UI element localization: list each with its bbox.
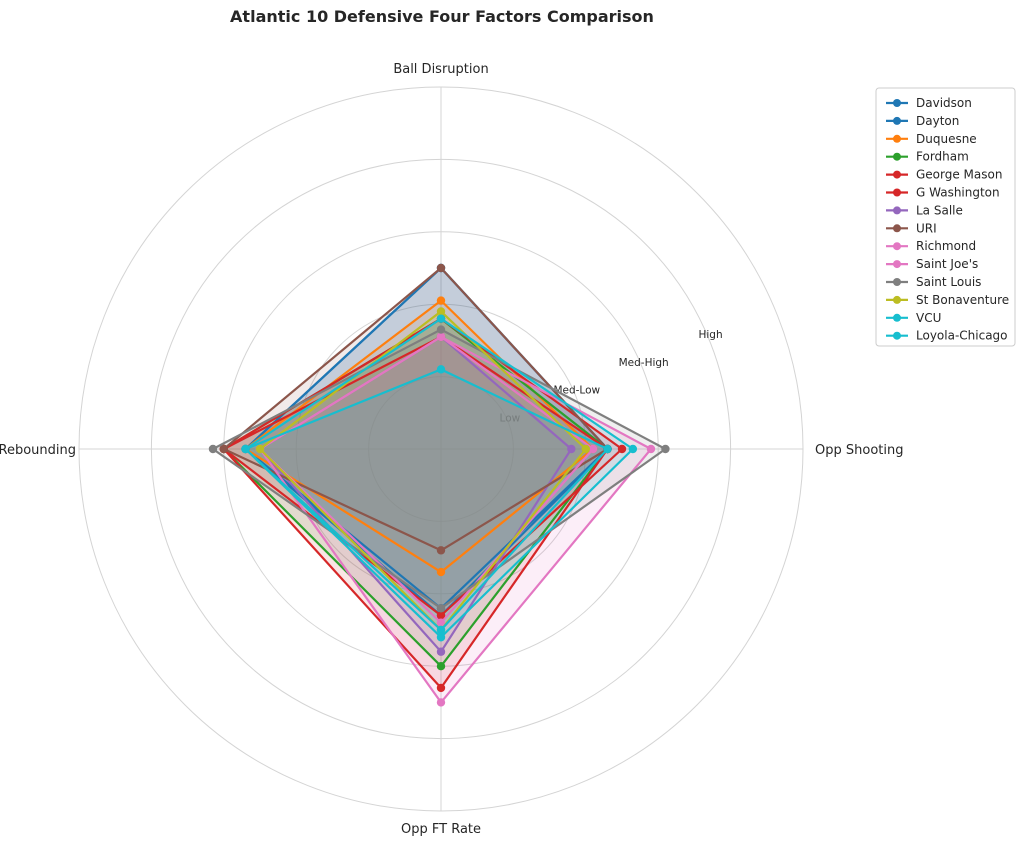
legend-marker xyxy=(893,278,901,286)
legend-item: VCU xyxy=(886,311,941,325)
data-point xyxy=(436,307,446,316)
legend-marker xyxy=(893,134,901,143)
legend-marker xyxy=(893,242,901,251)
legend-marker xyxy=(893,313,901,322)
series-area xyxy=(245,369,608,630)
legend-item: Saint Joe's xyxy=(886,257,978,271)
axis-label: Def Rebounding xyxy=(0,443,76,458)
legend-item: G Washington xyxy=(886,186,1000,200)
series-loyola-chicago xyxy=(241,365,612,635)
axis-label: Opp Shooting xyxy=(815,443,903,458)
data-point xyxy=(436,332,446,341)
series-area xyxy=(260,336,572,652)
series-saint-louis xyxy=(208,325,670,613)
series-layer xyxy=(208,263,670,707)
data-point xyxy=(436,662,446,671)
legend-marker xyxy=(893,152,901,161)
series-area xyxy=(260,336,651,703)
legend-marker xyxy=(893,170,901,179)
series-area xyxy=(245,268,608,609)
series-saint-joe-s xyxy=(255,332,598,627)
ring-label: Med-Low xyxy=(553,385,600,397)
data-point xyxy=(255,444,265,454)
legend-marker xyxy=(893,260,901,269)
data-point xyxy=(603,444,612,454)
data-point xyxy=(436,263,446,273)
legend-label: Richmond xyxy=(916,239,976,253)
legend-label: Duquesne xyxy=(916,132,977,146)
legend: Davidson Dayton Duquesne Fordham George Maso… xyxy=(875,87,1016,347)
legend-item: Saint Louis xyxy=(886,275,981,289)
data-point xyxy=(436,633,446,642)
data-point xyxy=(588,444,598,454)
legend-item: La Salle xyxy=(886,203,963,217)
legend-label: URI xyxy=(916,221,937,235)
data-point xyxy=(436,611,446,620)
legend-label: Loyola-Chicago xyxy=(916,329,1008,343)
legend-label: VCU xyxy=(916,311,941,325)
legend-label: La Salle xyxy=(916,203,963,217)
data-point xyxy=(581,444,590,454)
ring-label: Med-High xyxy=(619,357,669,369)
legend-label: Dayton xyxy=(916,114,959,128)
legend-marker xyxy=(893,224,901,233)
data-point xyxy=(208,444,218,454)
data-point xyxy=(436,625,446,635)
legend-label: George Mason xyxy=(916,168,1002,182)
axis-label: Ball Disruption xyxy=(393,62,488,77)
data-point xyxy=(436,546,446,555)
data-point xyxy=(646,444,656,454)
legend-item: Davidson xyxy=(886,96,972,110)
data-point xyxy=(436,647,446,656)
data-point xyxy=(617,444,627,454)
legend-label: G Washington xyxy=(916,186,1000,200)
data-point xyxy=(436,365,446,374)
series-area xyxy=(223,336,608,688)
axis-label: Opp FT Rate xyxy=(401,822,481,837)
legend-item: URI xyxy=(886,221,937,235)
data-point xyxy=(436,567,446,577)
legend-item: Loyola-Chicago xyxy=(886,329,1008,343)
legend-frame xyxy=(875,87,1016,347)
data-point xyxy=(219,444,228,454)
legend-marker xyxy=(893,188,901,197)
legend-marker xyxy=(893,206,901,215)
legend-item: George Mason xyxy=(886,168,1002,182)
data-point xyxy=(436,618,446,627)
radar-grid: Low Med-Low Med-High High Ball Disruption Opp… xyxy=(0,62,903,837)
legend-marker xyxy=(893,331,901,340)
legend-item: Richmond xyxy=(886,239,976,253)
series-area xyxy=(245,268,608,616)
data-point xyxy=(436,314,446,323)
series-lines xyxy=(208,263,670,707)
legend-item: St Bonaventure xyxy=(886,293,1009,307)
data-point xyxy=(628,444,638,454)
data-point xyxy=(241,444,250,454)
data-point xyxy=(567,444,576,454)
legend-label: St Bonaventure xyxy=(916,293,1009,307)
legend-label: Fordham xyxy=(916,150,969,164)
legend-item: Fordham xyxy=(886,150,969,164)
series-area xyxy=(223,318,608,667)
data-point xyxy=(436,296,446,305)
data-point xyxy=(436,698,446,707)
legend-item: Dayton xyxy=(886,114,959,128)
ring-label: Low xyxy=(500,412,521,424)
legend-label: Davidson xyxy=(916,96,972,110)
series-area xyxy=(223,268,608,551)
data-point xyxy=(436,604,446,613)
legend-item: Duquesne xyxy=(886,132,977,146)
data-point xyxy=(436,325,446,334)
legend-label: Saint Joe's xyxy=(916,257,978,271)
legend-marker xyxy=(893,99,901,107)
ring-label: High xyxy=(698,329,722,341)
legend-label: Saint Louis xyxy=(916,275,981,289)
legend-marker xyxy=(893,295,901,304)
data-point xyxy=(661,444,670,454)
data-point xyxy=(436,683,446,693)
chart-title: Atlantic 10 Defensive Four Factors Compa… xyxy=(230,7,654,26)
legend-marker xyxy=(893,116,901,125)
